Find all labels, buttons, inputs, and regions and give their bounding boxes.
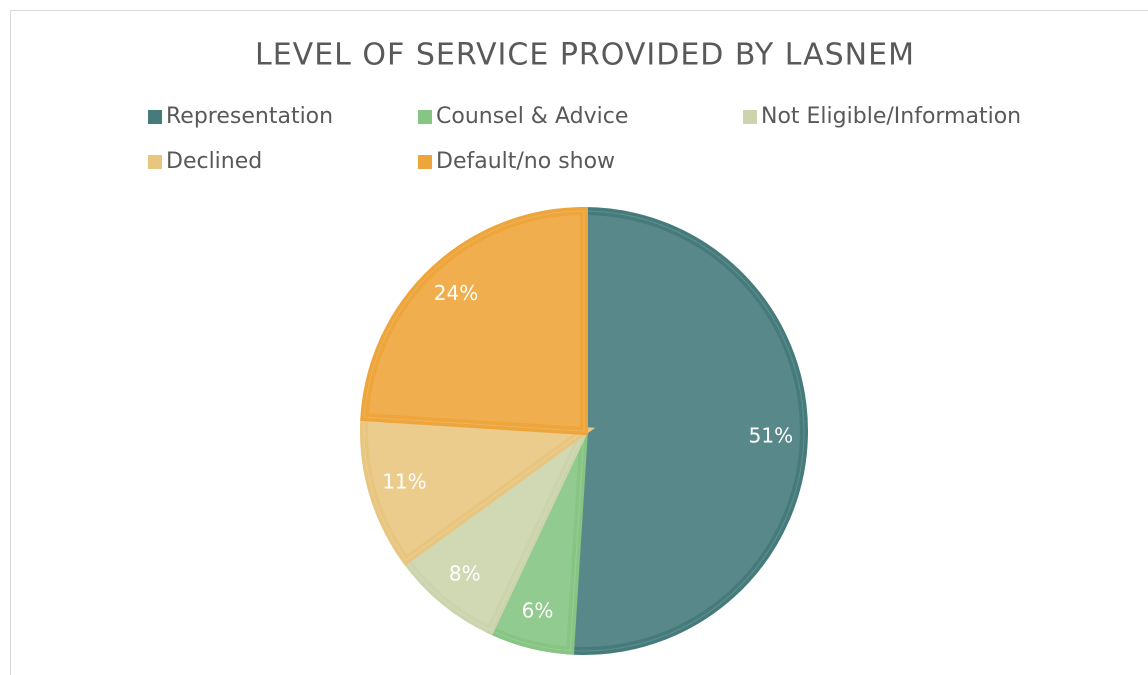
slice-label: 51% (749, 423, 793, 447)
slice-label: 8% (449, 562, 481, 586)
chart-title: LEVEL OF SERVICE PROVIDED BY LASNEM (255, 38, 915, 73)
pie-slice-edge (569, 210, 805, 652)
pie-slice-edge (363, 210, 585, 432)
legend-label: Counsel & Advice (436, 104, 628, 129)
slice-label: 11% (382, 470, 426, 494)
legend-swatch (743, 110, 757, 124)
pie-slice-edge (363, 416, 586, 562)
legend-label: Representation (166, 104, 333, 129)
pie-slice (565, 206, 808, 655)
legend-swatch (418, 155, 432, 169)
legend-swatch (418, 110, 432, 124)
pie-slice (360, 412, 596, 566)
slice-label: 6% (522, 599, 554, 623)
legend-swatch (148, 110, 162, 124)
legend-swatch (148, 155, 162, 169)
legend-label: Not Eligible/Information (761, 104, 1021, 129)
pie-slice (360, 206, 588, 436)
legend-label: Declined (166, 149, 262, 174)
slice-label: 24% (434, 281, 478, 305)
legend-label: Default/no show (436, 149, 615, 174)
